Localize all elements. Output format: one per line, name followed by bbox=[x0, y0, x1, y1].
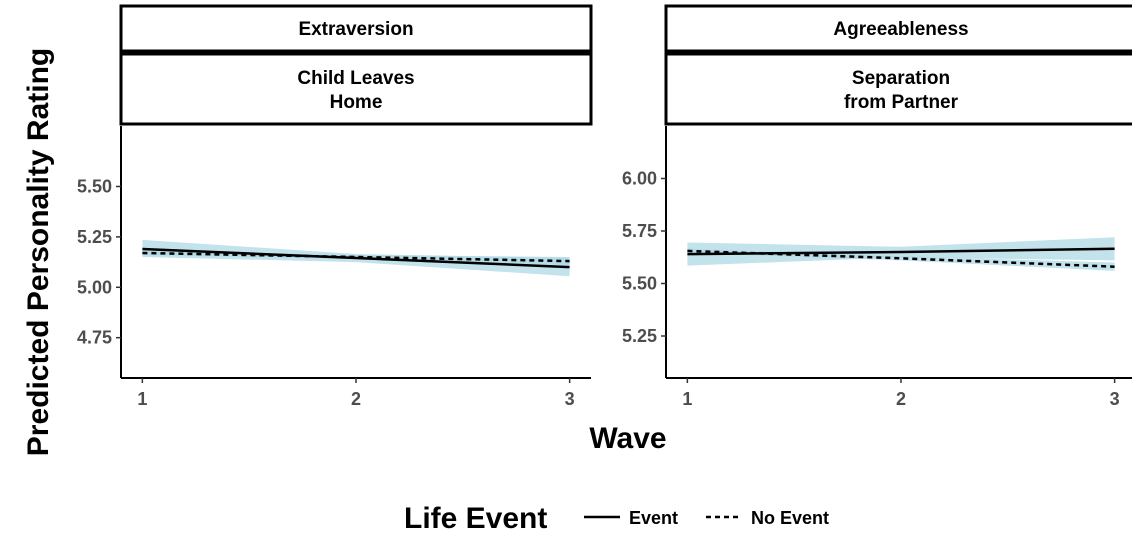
strip-top-label-2: Agreeableness bbox=[833, 19, 968, 40]
y-tick-label-2-2: 5.75 bbox=[622, 221, 657, 241]
legend-label-event: Event bbox=[629, 508, 678, 528]
strip-top-label-1: Extraversion bbox=[298, 19, 413, 40]
x-axis-title: Wave bbox=[589, 422, 666, 455]
y-tick-label-1-3: 5.50 bbox=[77, 176, 112, 196]
plot-area-2: 5.25 5.50 5.75 6.00 1 2 3 bbox=[622, 126, 1132, 409]
strip-bottom-label-1-line1: Child Leaves bbox=[297, 68, 414, 89]
panel-agreeableness: Agreeableness Separation from Partner 5.… bbox=[622, 4, 1132, 409]
line-event-panel-1 bbox=[142, 247, 570, 269]
strip-top-box-2 bbox=[664, 4, 1132, 53]
plot-area-1: 4.75 5.00 5.25 5.50 1 2 3 bbox=[77, 126, 591, 409]
y-tick-label-1-0: 4.75 bbox=[77, 328, 112, 348]
strip-bottom-box-1 bbox=[119, 52, 593, 126]
x-tick-label-2-0: 1 bbox=[682, 389, 692, 409]
line-event-panel-2 bbox=[687, 247, 1115, 256]
y-tick-label-1-1: 5.00 bbox=[77, 277, 112, 297]
strip-top-box-1 bbox=[119, 4, 593, 53]
strip-bottom-label-2-line1: Separation bbox=[852, 68, 950, 89]
legend-title: Life Event bbox=[404, 502, 547, 533]
strip-bottom-label-2-line2: from Partner bbox=[844, 92, 959, 113]
x-tick-label-1-2: 3 bbox=[565, 389, 575, 409]
strip-bottom-label-1-line2: Home bbox=[330, 92, 383, 113]
y-tick-label-2-0: 5.25 bbox=[622, 326, 657, 346]
y-tick-label-2-1: 5.50 bbox=[622, 274, 657, 294]
y-axis-title: Predicted Personality Rating bbox=[22, 48, 55, 456]
x-tick-label-2-2: 3 bbox=[1110, 389, 1120, 409]
x-tick-label-1-0: 1 bbox=[137, 389, 147, 409]
x-tick-label-2-1: 2 bbox=[896, 389, 906, 409]
legend: Life Event Event No Event bbox=[404, 502, 829, 533]
legend-label-no-event: No Event bbox=[751, 508, 829, 528]
x-tick-label-1-1: 2 bbox=[351, 389, 361, 409]
y-tick-label-1-2: 5.25 bbox=[77, 227, 112, 247]
ribbon-no-event-panel-2 bbox=[687, 248, 1115, 271]
panel-extraversion: Extraversion Child Leaves Home 4.75 5.00 5… bbox=[77, 4, 593, 409]
y-tick-label-2-3: 6.00 bbox=[622, 169, 657, 189]
strip-bottom-box-2 bbox=[664, 52, 1132, 126]
